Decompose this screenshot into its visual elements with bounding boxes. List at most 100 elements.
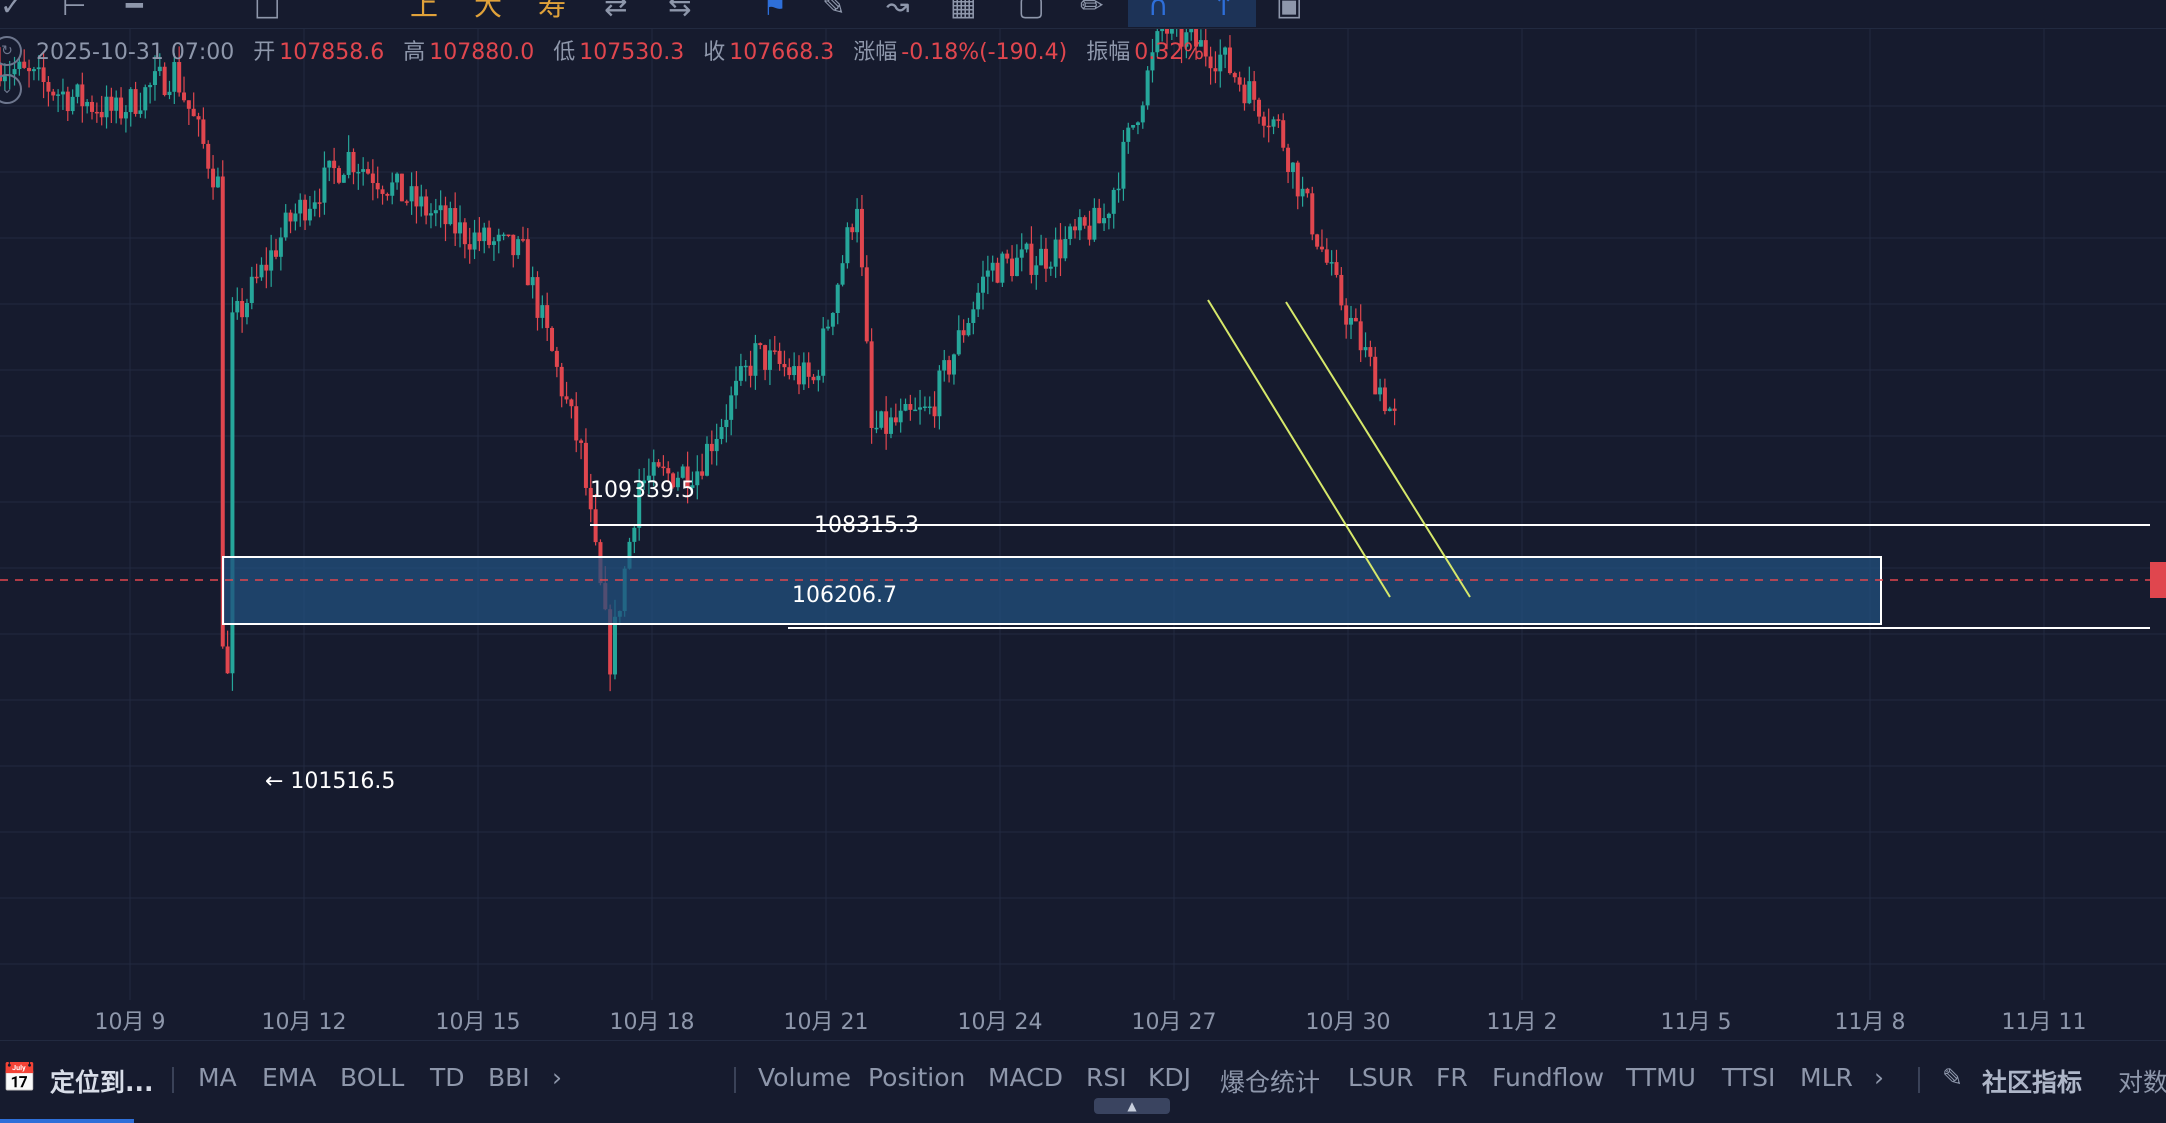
indicator-ma[interactable]: MA <box>198 1063 237 1092</box>
candle-body <box>1102 218 1107 224</box>
candle-body <box>1382 387 1387 412</box>
candle <box>346 135 351 179</box>
indicator-position[interactable]: Position <box>868 1063 966 1092</box>
chevron-right-icon[interactable]: › <box>1874 1063 1884 1092</box>
candle <box>433 198 438 227</box>
candle-body <box>240 301 245 318</box>
horizontal-line-icon[interactable]: ━ <box>126 0 143 22</box>
candle <box>298 193 303 227</box>
candle <box>637 468 642 541</box>
candle <box>666 461 671 483</box>
indicator-liquidation[interactable]: 爆仓统计 <box>1220 1068 1321 1097</box>
x-tick: 10月 24 <box>957 1010 1043 1035</box>
indicator-mlr[interactable]: MLR <box>1800 1063 1853 1092</box>
trend-line-2[interactable] <box>1285 301 1471 598</box>
candle <box>1014 244 1019 277</box>
level-label-mid: 108315.3 <box>814 513 919 538</box>
indicator-fr[interactable]: FR <box>1436 1063 1468 1092</box>
indicator-bbi[interactable]: BBI <box>488 1063 530 1092</box>
community-indicators-button[interactable]: 社区指标 <box>1982 1068 2083 1097</box>
crosshair-icon[interactable]: ⊢ <box>62 0 87 22</box>
candle <box>1349 305 1354 340</box>
candle-body <box>109 96 114 111</box>
indicator-macd[interactable]: MACD <box>988 1063 1063 1092</box>
candle-body <box>1276 119 1281 121</box>
measure-icon[interactable]: ↝ <box>886 0 910 22</box>
candle-body <box>385 193 390 196</box>
text-icon-shou[interactable]: 寿 <box>538 0 567 22</box>
bookmark-icon[interactable]: ⚑ <box>762 0 788 22</box>
candle-body <box>1189 28 1194 33</box>
rectangle-icon[interactable]: □ <box>254 0 281 22</box>
candle-body <box>1252 81 1257 100</box>
candle-body <box>404 201 409 203</box>
ohlc-amplitude: 0.32% <box>1134 40 1205 65</box>
magnet-icon[interactable]: ∩ <box>1148 0 1169 22</box>
edit-icon[interactable]: ✏ <box>1080 0 1104 22</box>
chevron-right-icon[interactable]: › <box>552 1063 562 1092</box>
arrows-icon[interactable]: ⇄ <box>604 0 628 22</box>
candle-body <box>922 406 927 409</box>
indicator-boll[interactable]: BOLL <box>340 1063 405 1092</box>
swap-icon[interactable]: ⇆ <box>668 0 692 22</box>
trash-icon[interactable]: ▣ <box>1276 0 1303 22</box>
candle-body <box>777 350 782 364</box>
check-icon[interactable]: ✓ <box>0 0 24 22</box>
candles-icon[interactable]: ▦ <box>950 0 977 22</box>
edit-icon[interactable]: ✎ <box>1942 1063 1963 1092</box>
indicator-lsur[interactable]: LSUR <box>1348 1063 1414 1092</box>
candle-body <box>1039 248 1044 266</box>
indicator-volume[interactable]: Volume <box>758 1063 851 1092</box>
candle <box>491 237 496 261</box>
candle <box>811 373 816 384</box>
collapse-icon[interactable]: ↻ <box>0 36 22 66</box>
candle <box>913 397 918 412</box>
indicator-rsi[interactable]: RSI <box>1086 1063 1127 1092</box>
candle <box>148 82 153 104</box>
log-scale-toggle[interactable]: 对数 <box>2118 1068 2166 1097</box>
candle-body <box>511 234 516 256</box>
indicator-td[interactable]: TD <box>430 1063 465 1092</box>
candle-body <box>104 96 109 118</box>
candle <box>796 355 801 395</box>
text-icon-da[interactable]: 大 <box>474 0 503 22</box>
indicator-kdj[interactable]: KDJ <box>1148 1063 1192 1092</box>
candle-body <box>1043 248 1048 269</box>
candle-body <box>1358 321 1363 351</box>
chevron-up-icon[interactable]: ▲ <box>1094 1098 1170 1114</box>
candle <box>879 410 884 430</box>
candle <box>1198 29 1203 47</box>
indicator-ttmu[interactable]: TTMU <box>1626 1063 1696 1092</box>
ohlc-low: 107530.3 <box>579 40 685 65</box>
trend-line-1[interactable] <box>1207 299 1391 598</box>
candle-body <box>816 375 821 381</box>
indicator-fundflow[interactable]: Fundflow <box>1492 1063 1605 1092</box>
price-chart[interactable] <box>0 0 2166 1000</box>
candle <box>249 266 254 310</box>
export-icon[interactable]: ▢ <box>1018 0 1045 22</box>
candle-body <box>1019 249 1024 258</box>
support-zone[interactable] <box>222 556 1882 625</box>
candle <box>196 112 201 137</box>
candle-body <box>501 234 506 237</box>
candle-body <box>772 350 777 352</box>
locate-button[interactable]: 定位到... <box>50 1068 154 1097</box>
candle-body <box>312 202 317 209</box>
indicator-ema[interactable]: EMA <box>262 1063 317 1092</box>
indicator-ttsi[interactable]: TTSI <box>1722 1063 1776 1092</box>
candle-body <box>206 143 211 169</box>
candle-body <box>995 262 1000 283</box>
candle-body <box>1058 239 1063 259</box>
expand-icon[interactable]: ⌄ <box>0 74 22 104</box>
text-icon-shang[interactable]: 上 <box>410 0 439 22</box>
candle <box>554 346 559 378</box>
pencil-icon[interactable]: ✎ <box>822 0 846 22</box>
candle-body <box>336 168 341 183</box>
candle <box>443 196 448 242</box>
candle <box>550 326 555 352</box>
calendar-icon[interactable]: 📅 <box>2 1061 37 1094</box>
pin-icon[interactable]: ↑ <box>1212 0 1236 22</box>
candle <box>583 428 588 496</box>
level-label-low: 106206.7 <box>792 583 897 608</box>
